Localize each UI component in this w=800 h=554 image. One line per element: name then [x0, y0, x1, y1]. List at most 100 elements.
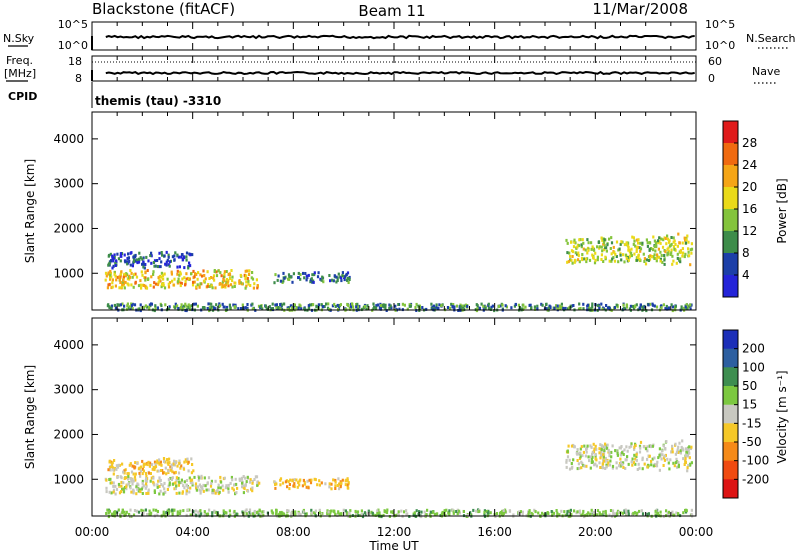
- heatmap-cell: [144, 472, 148, 475]
- heatmap-cell: [653, 304, 656, 308]
- heatmap-cell: [328, 274, 331, 277]
- heatmap-cell: [127, 477, 130, 481]
- heatmap-cell: [283, 276, 286, 280]
- heatmap-cell: [398, 307, 401, 311]
- heatmap-cell: [167, 253, 170, 257]
- heatmap-cell: [154, 304, 157, 308]
- heatmap-cell: [560, 302, 563, 306]
- heatmap-cell: [669, 253, 672, 256]
- heatmap-cell: [220, 285, 223, 289]
- heatmap-cell: [306, 479, 309, 483]
- heatmap-cell: [227, 487, 230, 491]
- heatmap-cell: [615, 255, 618, 258]
- heatmap-cell: [611, 466, 614, 470]
- heatmap-cell: [677, 465, 680, 469]
- heatmap-cell: [109, 252, 112, 256]
- heatmap-cell: [187, 276, 190, 280]
- heatmap-cell: [595, 447, 598, 451]
- heatmap-cell: [238, 281, 241, 285]
- heatmap-cell: [168, 481, 171, 485]
- heatmap-cell: [305, 485, 308, 489]
- heatmap-cell: [510, 306, 513, 310]
- heatmap-cell: [231, 478, 234, 482]
- heatmap-cell: [219, 475, 222, 479]
- heatmap-cell: [135, 485, 138, 489]
- heatmap-cell: [656, 253, 659, 257]
- heatmap-cell: [684, 238, 687, 242]
- heatmap-cell: [594, 457, 597, 461]
- heatmap-cell: [225, 278, 228, 281]
- heatmap-cell: [462, 510, 465, 513]
- heatmap-cell: [400, 509, 403, 513]
- heatmap-cell: [138, 466, 141, 470]
- heatmap-cell: [670, 248, 673, 252]
- heatmap-cell: [609, 247, 612, 250]
- heatmap-cell: [652, 255, 655, 259]
- heatmap-cell: [679, 260, 682, 264]
- heatmap-cell: [604, 257, 607, 261]
- heatmap-cell: [238, 280, 241, 283]
- heatmap-cell: [242, 491, 245, 495]
- colorbar-segment: [723, 275, 738, 298]
- heatmap-cell: [633, 511, 637, 515]
- heatmap-cell: [213, 278, 216, 282]
- heatmap-cell: [119, 513, 122, 517]
- heatmap-cell: [132, 472, 135, 476]
- heatmap-cell: [256, 480, 259, 484]
- heatmap-cell: [148, 464, 151, 468]
- heatmap-cell: [570, 258, 573, 262]
- heatmap-cell: [202, 279, 206, 283]
- heatmap-cell: [109, 260, 112, 264]
- heatmap-cell: [283, 302, 286, 306]
- heatmap-cell: [579, 447, 582, 451]
- heatmap-cell: [154, 264, 157, 268]
- heatmap-cell: [330, 482, 333, 486]
- heatmap-cell: [168, 305, 171, 309]
- heatmap-cell: [114, 264, 117, 267]
- heatmap-cell: [682, 306, 686, 310]
- heatmap-cell: [141, 485, 144, 489]
- heatmap-cell: [572, 458, 575, 462]
- heatmap-cell: [163, 481, 166, 485]
- heatmap-cell: [593, 447, 596, 451]
- heatmap-cell: [105, 490, 108, 494]
- heatmap-cell: [156, 513, 159, 517]
- heatmap-cell: [598, 447, 601, 451]
- heatmap-cell: [360, 513, 363, 516]
- heatmap-cell: [215, 303, 218, 307]
- heatmap-cell: [667, 249, 670, 253]
- heatmap-cell: [565, 238, 568, 242]
- heatmap-cell: [578, 457, 582, 460]
- heatmap-cell: [188, 277, 191, 281]
- heatmap-cell: [366, 511, 369, 515]
- heatmap-cell: [339, 276, 343, 280]
- heatmap-cell: [146, 269, 149, 272]
- heatmap-cell: [577, 254, 580, 258]
- heatmap-cell: [158, 492, 161, 496]
- heatmap-cell: [413, 511, 416, 515]
- heatmap-cell: [291, 280, 294, 284]
- heatmap-cell: [595, 513, 599, 517]
- heatmap-cell: [605, 465, 608, 469]
- heatmap-cell: [156, 459, 159, 463]
- heatmap-cell: [661, 260, 664, 264]
- heatmap-cell: [297, 481, 300, 485]
- heatmap-cell: [174, 302, 177, 306]
- heatmap-cell: [591, 452, 594, 456]
- heatmap-cell: [110, 462, 114, 466]
- heatmap-cell: [594, 462, 597, 466]
- heatmap-cell: [568, 467, 572, 471]
- heatmap-cell: [583, 464, 586, 468]
- heatmap-cell: [577, 307, 581, 311]
- heatmap-cell: [160, 271, 163, 275]
- heatmap-cell: [578, 244, 581, 248]
- heatmap-cell: [690, 508, 693, 512]
- heatmap-cell: [635, 245, 638, 249]
- heatmap-cell: [649, 241, 652, 245]
- heatmap-cell: [244, 476, 247, 480]
- heatmap-cell: [245, 280, 248, 284]
- heatmap-cell: [551, 513, 554, 517]
- heatmap-cell: [150, 261, 153, 265]
- heatmap-cell: [334, 512, 337, 516]
- heatmap-cell: [149, 283, 152, 287]
